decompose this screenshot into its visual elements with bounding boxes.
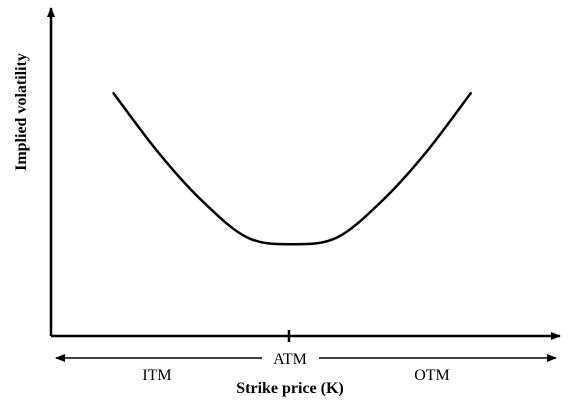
x-axis-label: Strike price (K) bbox=[236, 380, 344, 397]
smile-curve-line bbox=[112, 92, 472, 246]
region-label-otm: OTM bbox=[414, 367, 450, 384]
series-layer bbox=[112, 92, 472, 246]
region-label-atm: ATM bbox=[273, 351, 307, 368]
y-axis-label: Implied volatility bbox=[13, 53, 30, 171]
region-label-itm: ITM bbox=[142, 367, 171, 384]
